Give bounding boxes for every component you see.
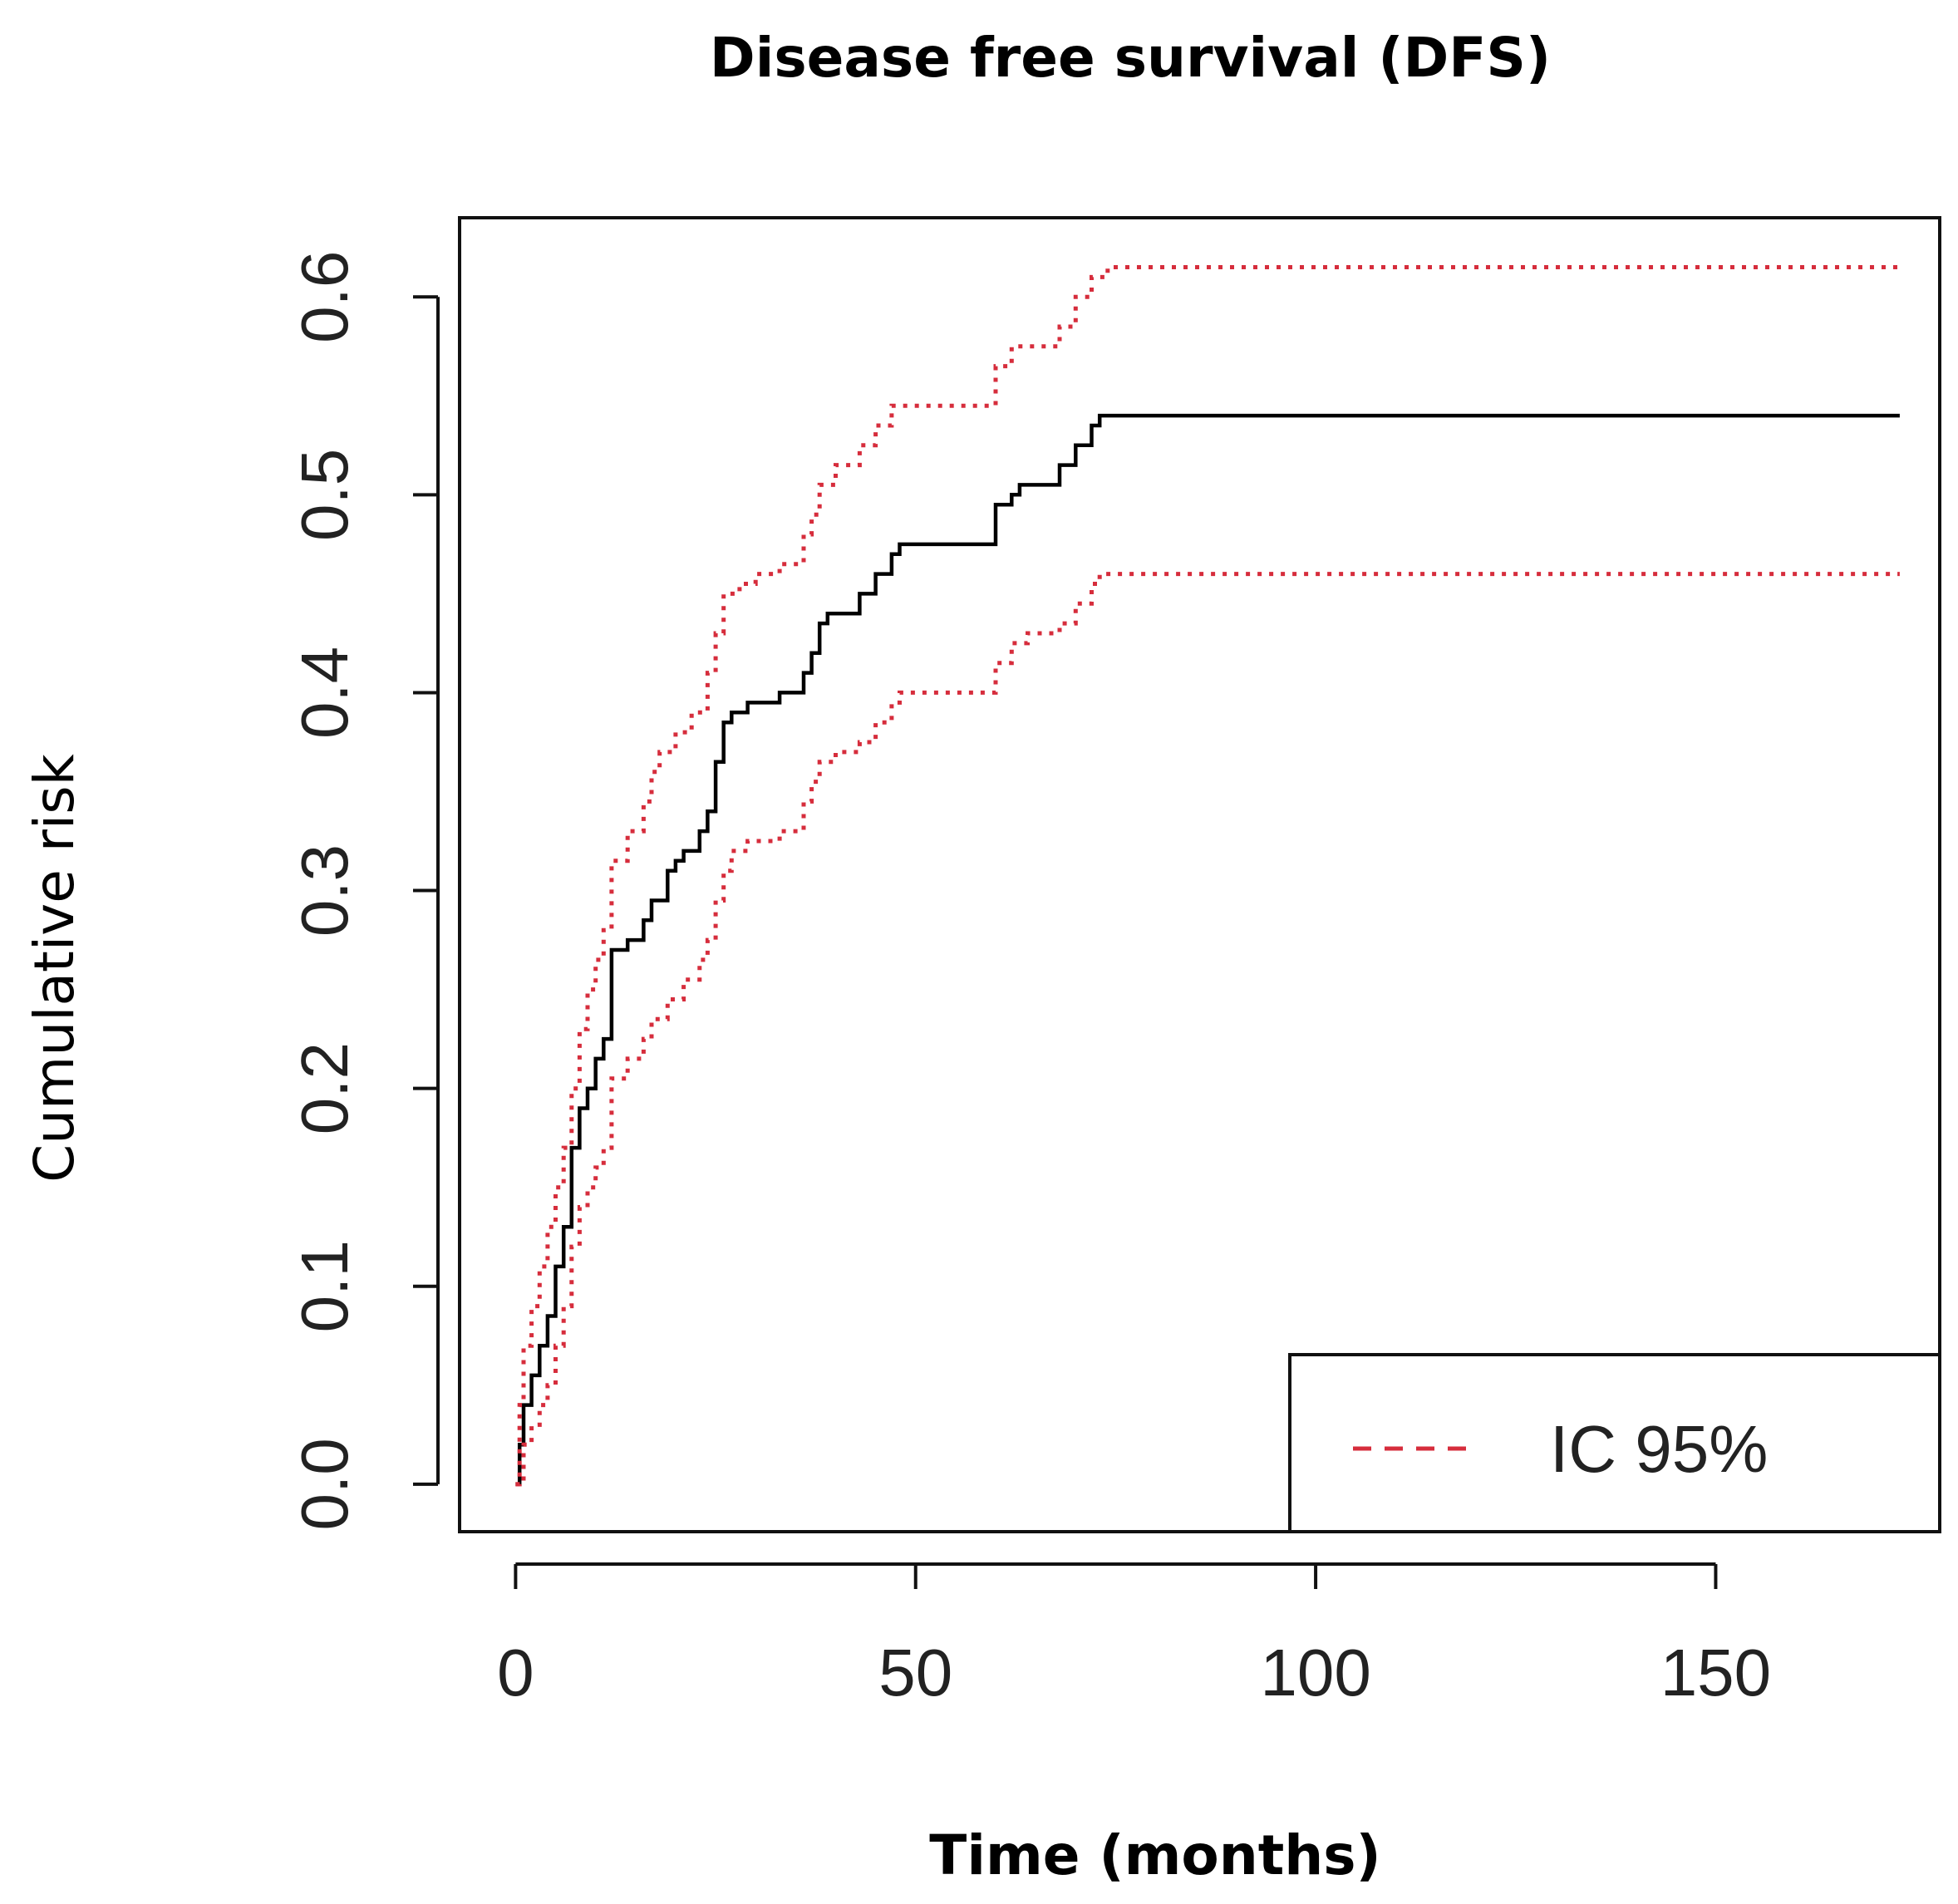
series-ic-95-upper bbox=[515, 265, 1900, 1487]
x-tick-label: 0 bbox=[497, 1636, 534, 1710]
y-tick-label: 0.6 bbox=[288, 251, 362, 343]
x-tick-label: 50 bbox=[878, 1636, 952, 1710]
y-tick-label: 0.4 bbox=[288, 647, 362, 739]
y-tick-label: 0.2 bbox=[288, 1042, 362, 1134]
legend-box bbox=[1288, 1353, 1941, 1533]
y-tick-label: 0.5 bbox=[288, 449, 362, 541]
y-axis-label: Cumulative risk bbox=[22, 753, 86, 1183]
series-layer bbox=[515, 265, 1900, 1487]
legend: IC 95% bbox=[1288, 1353, 1941, 1533]
series-ic-95-lower bbox=[515, 572, 1900, 1487]
x-axis: 0 50 100 150 bbox=[497, 1562, 1771, 1710]
y-tick-label: 0.0 bbox=[288, 1438, 362, 1530]
legend-label: IC 95% bbox=[1550, 1412, 1768, 1486]
y-tick-label: 0.1 bbox=[288, 1240, 362, 1332]
x-tick-label: 100 bbox=[1260, 1636, 1370, 1710]
chart-title: Disease free survival (DFS) bbox=[710, 26, 1551, 90]
x-tick-label: 150 bbox=[1660, 1636, 1771, 1710]
y-tick-label: 0.3 bbox=[288, 844, 362, 937]
y-axis: 0.0 0.1 0.2 0.3 0.4 0.5 0.6 bbox=[288, 251, 440, 1530]
series-cumulative-risk bbox=[515, 413, 1900, 1487]
x-axis-label: Time (months) bbox=[929, 1823, 1380, 1887]
plot-area-frame bbox=[458, 216, 1941, 1533]
